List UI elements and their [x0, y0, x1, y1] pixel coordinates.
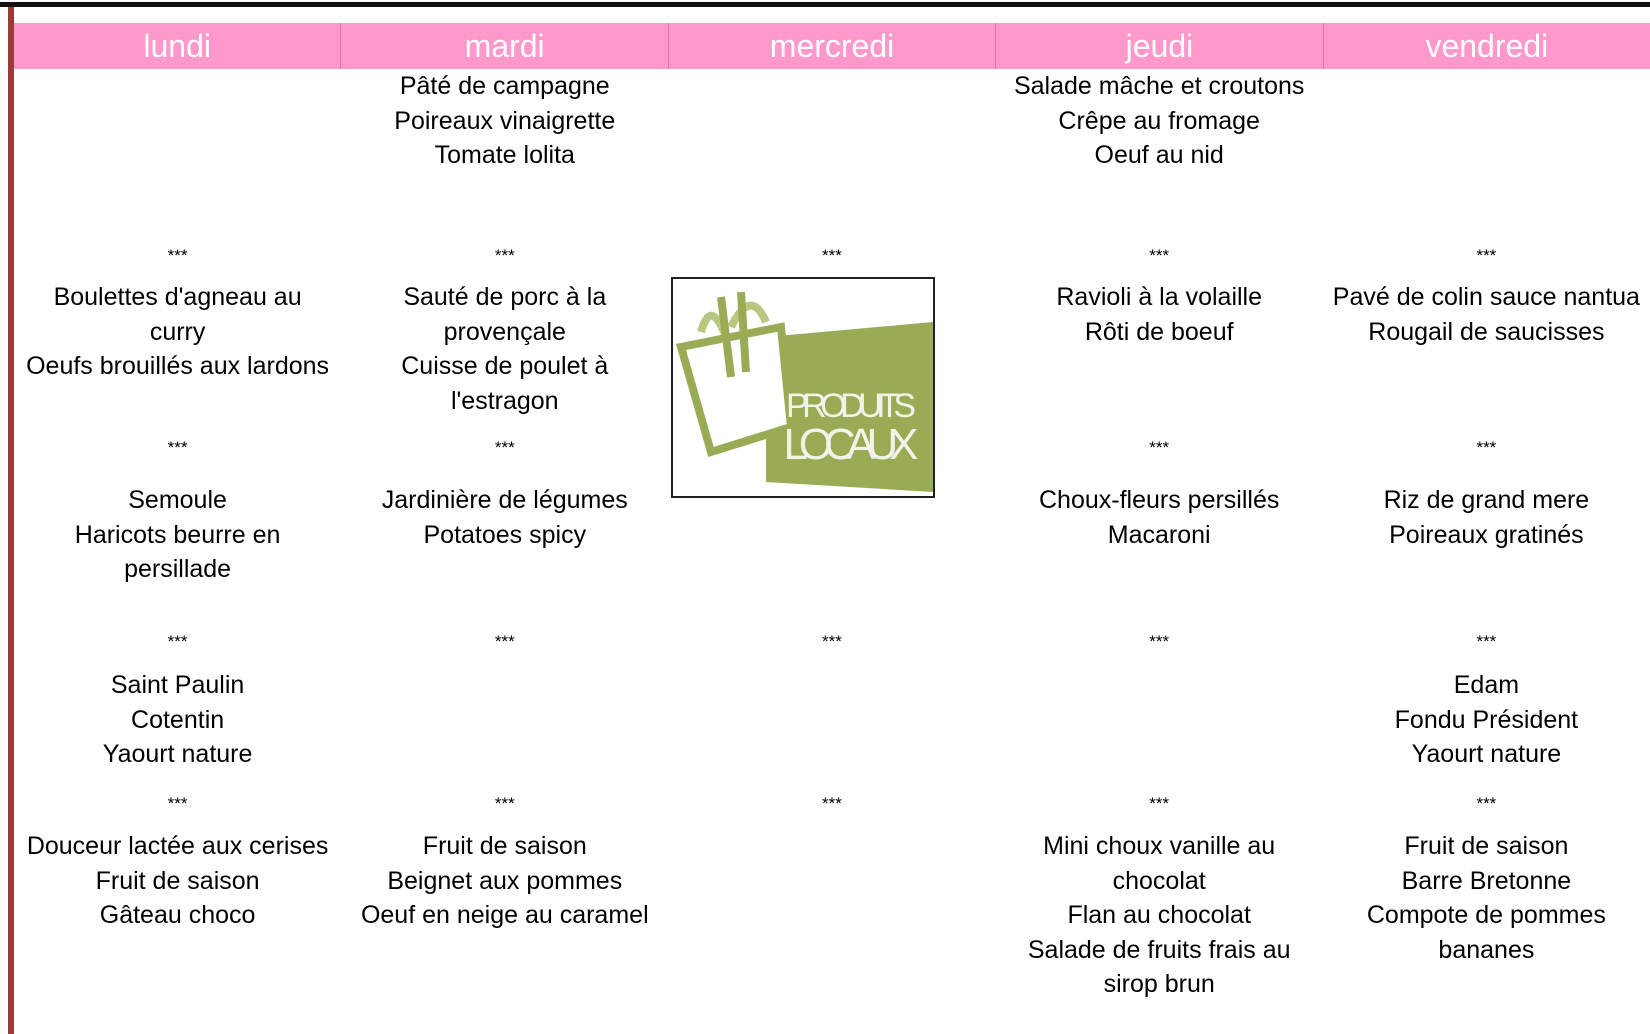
day-header: lundi mardi mercredi jeudi vendredi: [14, 23, 1650, 69]
separator: ***: [1476, 794, 1497, 813]
menu-plat: Boulettes d'agneau au curry Oeufs brouill…: [24, 280, 331, 384]
dish: Fruit de saison: [95, 866, 260, 895]
dish: Yaourt nature: [102, 740, 253, 768]
day-name: mardi: [340, 23, 667, 69]
separator: ***: [1149, 438, 1170, 457]
dish: Cotentin: [131, 705, 225, 734]
dish: Fruit de saison: [1404, 832, 1569, 860]
day-column: Pâté de campagne Poireaux vinaigrette Toma…: [341, 69, 668, 1034]
local-products-logo: PRODUITS LOCAUX: [671, 277, 935, 498]
menu-fromage: Edam Fondu Président Yaourt nature: [1333, 668, 1640, 772]
day-column: *** *** ***: [668, 69, 995, 1034]
dish: Flan au chocolat: [1067, 901, 1251, 929]
dish: Compote de pommes bananes: [1366, 901, 1606, 964]
day-name: vendredi: [1322, 23, 1650, 69]
menu-entree: Salade mâche et croutons Crêpe au fromage…: [1006, 69, 1313, 173]
dish: Potatoes spicy: [423, 520, 587, 549]
dish: Crêpe au fromage: [1058, 106, 1260, 135]
dish: Poireaux vinaigrette: [394, 106, 616, 135]
separator: ***: [167, 794, 188, 813]
dish: Barre Bretonne: [1401, 866, 1572, 895]
logo-text: LOCAUX: [784, 420, 919, 469]
dish: Salade mâche et croutons: [1013, 72, 1305, 100]
dish: Oeufs brouillés aux lardons: [26, 352, 330, 380]
menu-accomp: Riz de grand mere Poireaux gratinés: [1333, 483, 1640, 552]
dish: Sauté de porc à la provençale: [403, 283, 607, 346]
dish: Haricots beurre en persillade: [74, 520, 281, 584]
menu-accomp: Semoule Haricots beurre en persillade: [24, 483, 331, 587]
dish: Jardinière de légumes: [381, 486, 628, 514]
day-name: lundi: [143, 28, 211, 64]
separator: ***: [822, 246, 842, 265]
dish: Gâteau choco: [99, 901, 256, 929]
separator: ***: [1476, 438, 1497, 457]
menu-dessert: Mini choux vanille au chocolat Flan au ch…: [1006, 829, 1313, 1002]
dish: Choux-fleurs persillés: [1039, 486, 1280, 514]
separator: ***: [494, 632, 515, 651]
top-border: [0, 2, 1650, 7]
day-name: jeudi: [995, 23, 1322, 69]
separator: ***: [494, 794, 515, 813]
separator: ***: [822, 632, 842, 651]
separator: ***: [494, 438, 515, 457]
dish: Fruit de saison: [422, 832, 587, 860]
separator: ***: [1476, 246, 1497, 265]
dish: Douceur lactée aux cerises: [26, 832, 329, 860]
dish: Beignet aux pommes: [387, 866, 623, 895]
dish: Fondu Président: [1394, 705, 1579, 734]
separator: ***: [822, 794, 842, 813]
menu-dessert: Douceur lactée aux cerises Fruit de saiso…: [24, 829, 331, 933]
day-column: *** Pavé de colin sauce nantua Rougail de …: [1323, 69, 1650, 1034]
dish: Macaroni: [1107, 520, 1211, 549]
menu-grid: *** Boulettes d'agneau au curry Oeufs brou…: [14, 69, 1650, 1034]
dish: Rougail de saucisses: [1368, 317, 1605, 346]
day-column: *** Boulettes d'agneau au curry Oeufs brou…: [14, 69, 341, 1034]
dish: Mini choux vanille au chocolat: [1043, 832, 1276, 895]
menu-dessert: Fruit de saison Barre Bretonne Compote de …: [1333, 829, 1640, 967]
logo-text: PRODUITS: [786, 387, 916, 425]
dish: Riz de grand mere: [1383, 486, 1590, 514]
dish: Edam: [1453, 671, 1520, 699]
dish: Pâté de campagne: [399, 72, 610, 100]
dish: Pavé de colin sauce nantua: [1332, 283, 1640, 311]
left-border: [8, 7, 14, 1034]
dish: Semoule: [128, 486, 227, 514]
menu-plat: Pavé de colin sauce nantua Rougail de sau…: [1333, 280, 1640, 349]
separator: ***: [167, 632, 188, 651]
separator: ***: [1476, 632, 1497, 651]
menu-plat: Ravioli à la volaille Rôti de boeuf: [1006, 280, 1313, 349]
dish: Oeuf en neige au caramel: [360, 901, 649, 929]
menu-accomp: Choux-fleurs persillés Macaroni: [1006, 483, 1313, 552]
separator: ***: [1149, 794, 1170, 813]
day-column: Salade mâche et croutons Crêpe au fromage…: [996, 69, 1323, 1034]
separator: ***: [1149, 246, 1170, 265]
day-name: mercredi: [667, 23, 995, 69]
dish: Cuisse de poulet à l'estragon: [401, 352, 609, 415]
dish: Salade de fruits frais au sirop brun: [1027, 935, 1291, 999]
menu-accomp: Jardinière de légumes Potatoes spicy: [351, 483, 658, 552]
dish: Oeuf au nid: [1094, 141, 1224, 169]
dish: Poireaux gratinés: [1389, 520, 1584, 549]
separator: ***: [1149, 632, 1170, 651]
dish: Ravioli à la volaille: [1056, 283, 1263, 311]
menu-dessert: Fruit de saison Beignet aux pommes Oeuf en…: [351, 829, 658, 933]
dish: Saint Paulin: [110, 671, 245, 699]
separator: ***: [167, 246, 188, 265]
menu-fromage: Saint Paulin Cotentin Yaourt nature: [24, 668, 331, 772]
dish: Yaourt nature: [1411, 740, 1562, 768]
menu-plat: Sauté de porc à la provençale Cuisse de p…: [351, 280, 658, 418]
dish: Rôti de boeuf: [1084, 317, 1234, 346]
dish: Tomate lolita: [434, 141, 575, 169]
dish: Boulettes d'agneau au curry: [53, 283, 302, 346]
separator: ***: [167, 438, 188, 457]
separator: ***: [494, 246, 515, 265]
menu-entree: Pâté de campagne Poireaux vinaigrette Toma…: [351, 69, 658, 173]
